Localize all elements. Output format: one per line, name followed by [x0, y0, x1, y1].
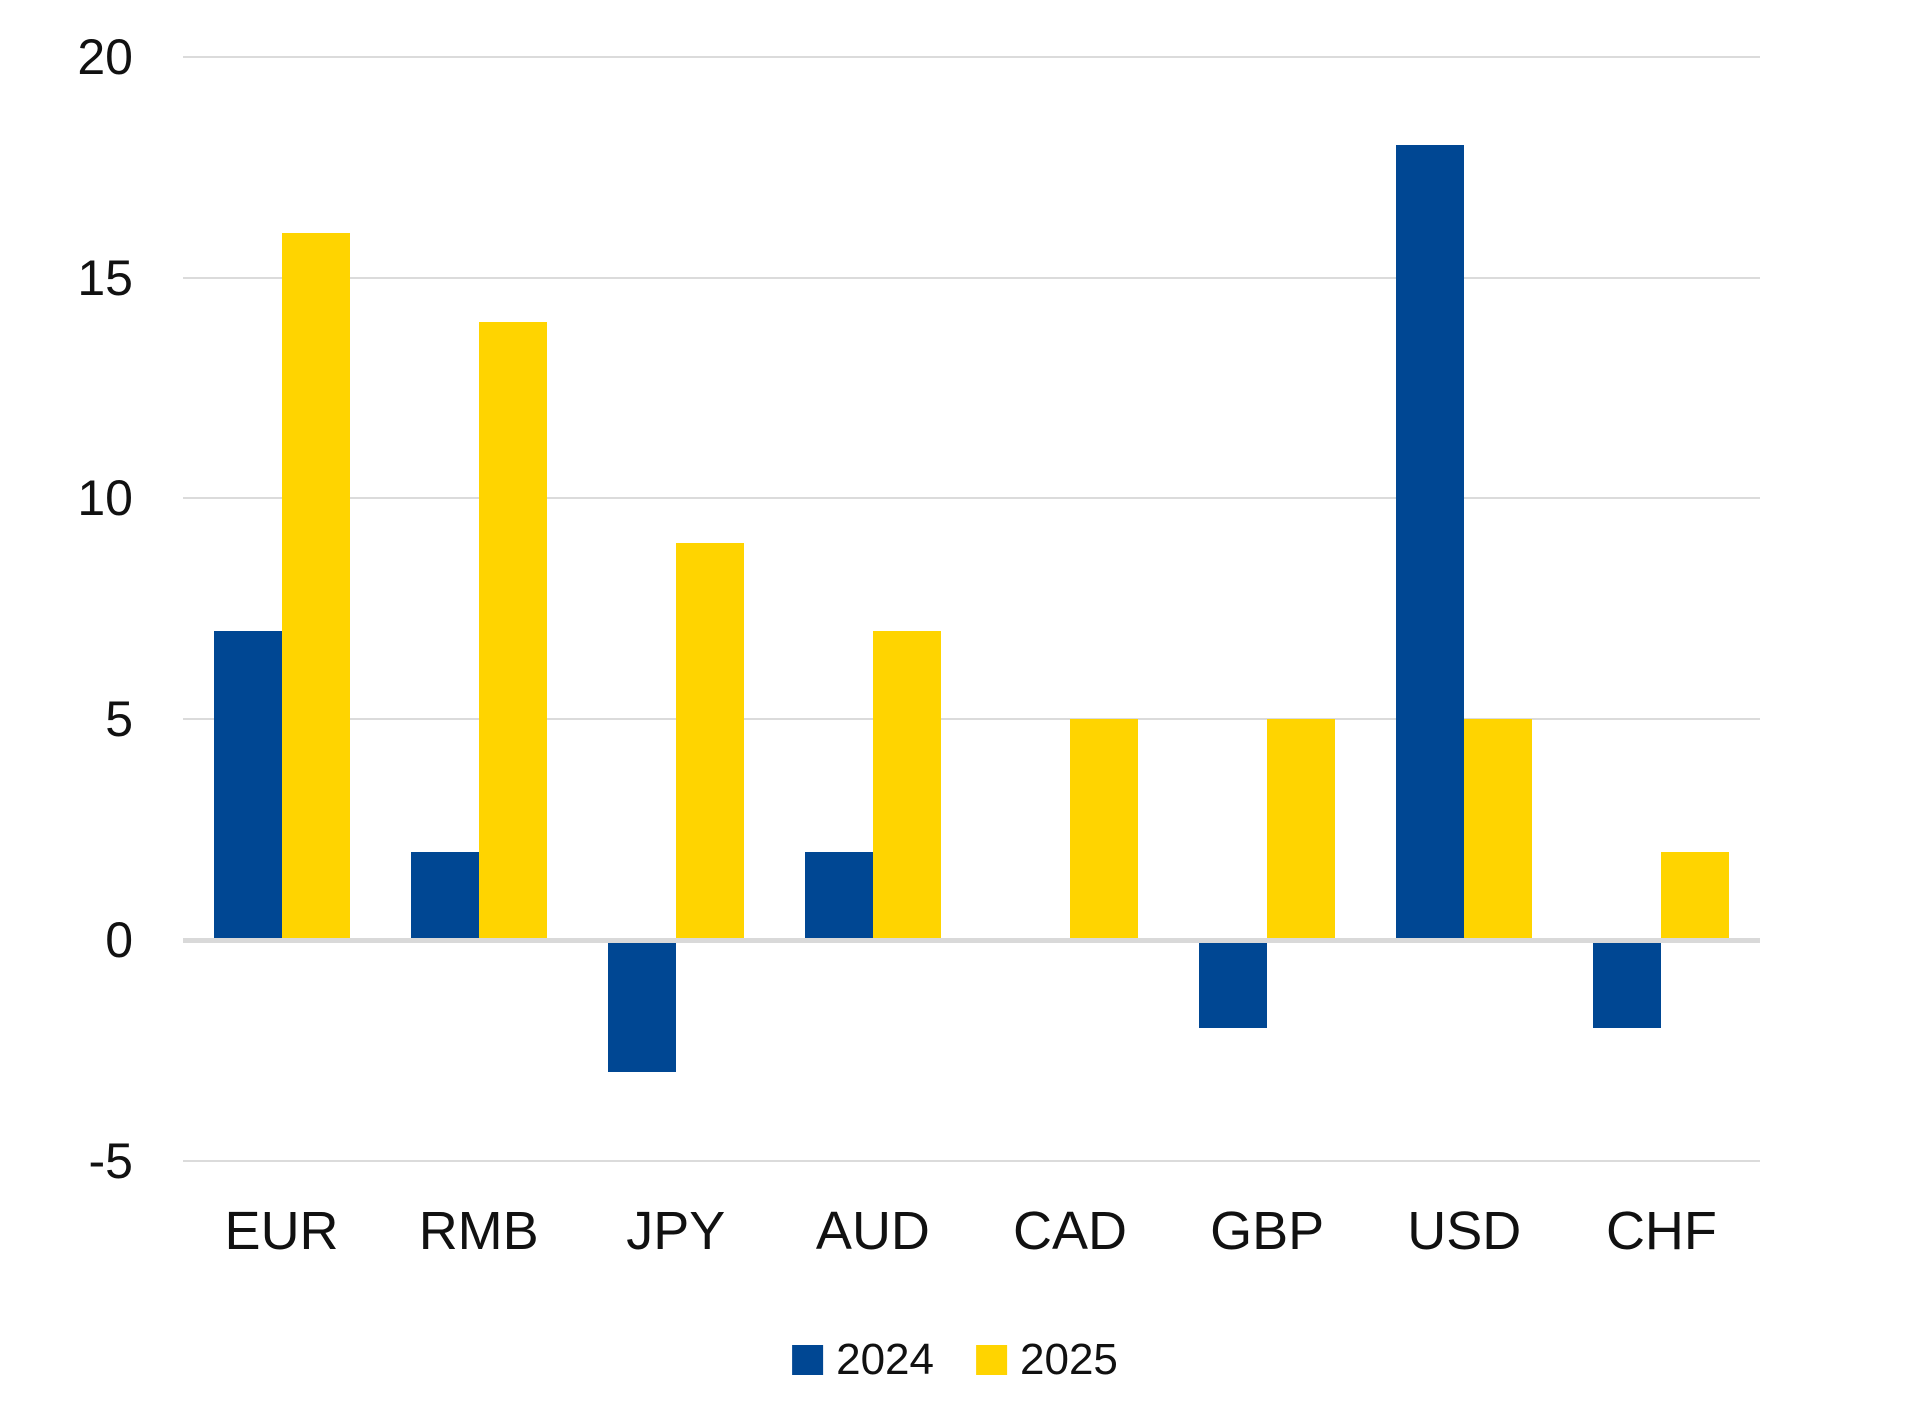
bar-2025-RMB — [478, 321, 547, 940]
bar-2025-JPY — [675, 542, 744, 940]
y-tick-label-10: 10 — [77, 470, 133, 527]
x-axis-label-RMB: RMB — [418, 1201, 539, 1261]
gridline-20 — [183, 55, 1760, 58]
x-axis-label-JPY: JPY — [626, 1201, 726, 1261]
bar-2025-AUD — [872, 630, 941, 940]
x-axis-label-CAD: CAD — [1013, 1201, 1128, 1261]
bar-2025-GBP — [1267, 719, 1336, 940]
legend-label-2024: 2024 — [836, 1335, 934, 1384]
legend-entry-2024: 2024 — [792, 1337, 934, 1383]
gridline-10 — [183, 497, 1760, 500]
y-tick-label-0: 0 — [105, 912, 133, 968]
y-tick-label--5: -5 — [88, 1132, 133, 1189]
bar-2024-USD — [1396, 145, 1465, 940]
bar-2024-EUR — [213, 630, 282, 940]
gridline-5 — [183, 718, 1760, 721]
gridline-15 — [183, 276, 1760, 279]
y-tick-label-15: 15 — [77, 249, 133, 306]
gridline--5 — [183, 1159, 1760, 1162]
x-axis-label-EUR: EUR — [224, 1201, 339, 1261]
bar-2025-USD — [1464, 719, 1533, 940]
bar-2025-EUR — [281, 233, 350, 940]
legend-swatch-2025 — [976, 1345, 1007, 1375]
bar-2024-GBP — [1199, 940, 1268, 1029]
x-axis-label-USD: USD — [1407, 1201, 1522, 1261]
bar-2024-AUD — [804, 851, 873, 940]
bar-2025-CAD — [1070, 719, 1139, 940]
bar-2025-CHF — [1661, 851, 1730, 940]
x-axis-label-GBP: GBP — [1210, 1201, 1325, 1261]
x-axis-label-CHF: CHF — [1605, 1201, 1717, 1261]
legend: 2024 2025 — [792, 1337, 1118, 1383]
y-tick-label-5: 5 — [105, 691, 133, 748]
bar-2024-RMB — [410, 851, 479, 940]
x-axis-label-AUD: AUD — [815, 1201, 930, 1261]
zero-gridline — [183, 937, 1760, 943]
legend-label-2025: 2025 — [1020, 1335, 1118, 1384]
bar-2024-CHF — [1593, 940, 1662, 1029]
bar-2024-JPY — [607, 940, 676, 1073]
legend-swatch-2024 — [792, 1345, 824, 1375]
y-tick-label-20: 20 — [77, 28, 133, 85]
legend-entry-2025: 2025 — [976, 1337, 1118, 1383]
